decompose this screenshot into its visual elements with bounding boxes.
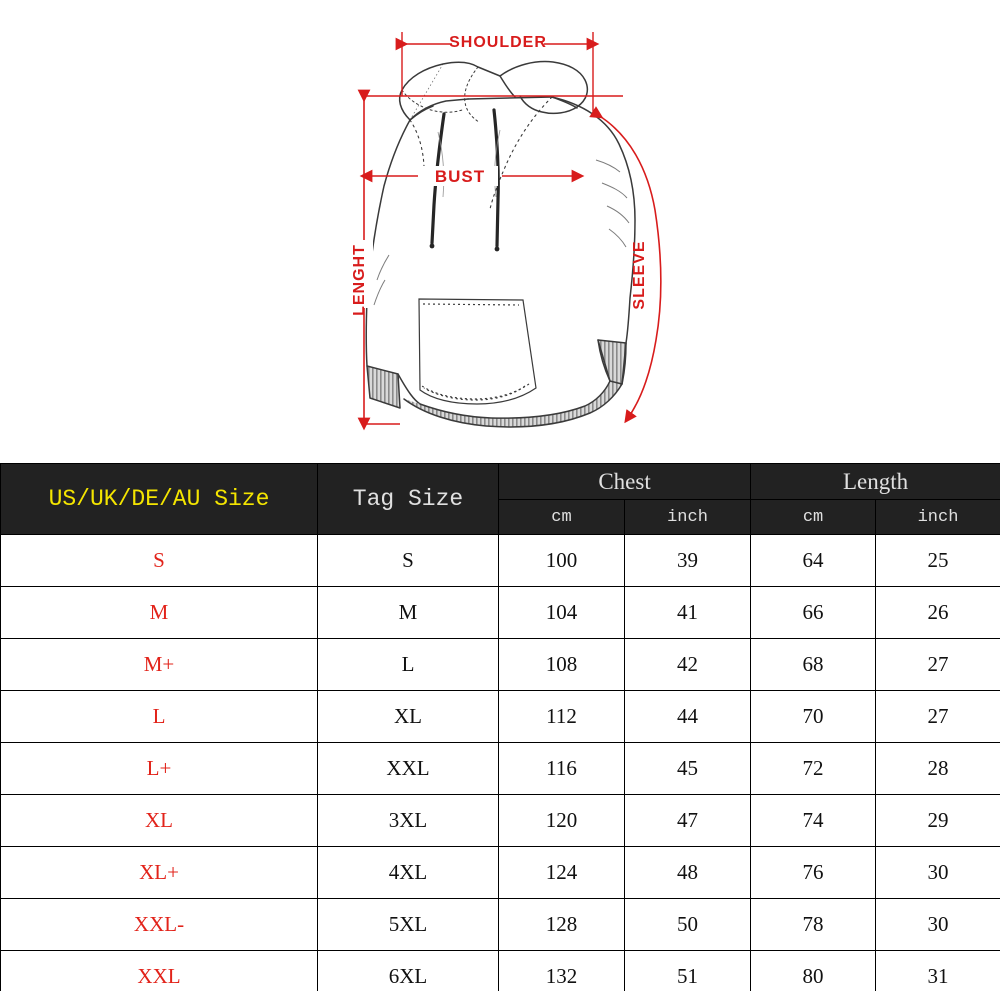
svg-text:SHOULDER: SHOULDER bbox=[449, 34, 547, 51]
svg-text:SLEEVE: SLEEVE bbox=[631, 240, 648, 309]
svg-text:LENGHT: LENGHT bbox=[351, 244, 368, 316]
svg-text:BUST: BUST bbox=[435, 167, 485, 186]
